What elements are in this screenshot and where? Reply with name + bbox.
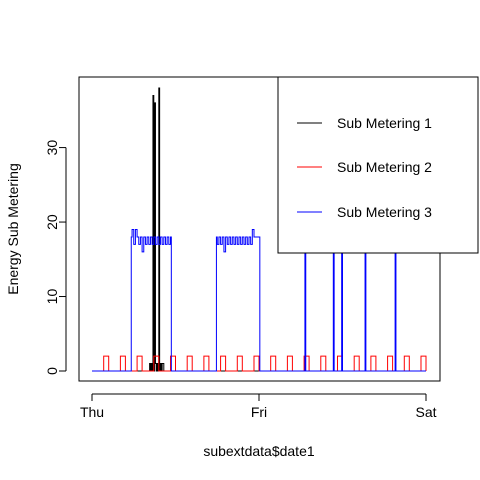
x-tick-label: Sat	[415, 404, 436, 420]
y-tick-label: 20	[44, 214, 60, 230]
x-tick-label: Thu	[80, 404, 104, 420]
legend: Sub Metering 1 Sub Metering 2 Sub Metering…	[277, 76, 479, 254]
y-tick-label: 30	[44, 140, 60, 156]
series-line-2	[92, 355, 427, 372]
y-tick-label: 10	[44, 289, 60, 305]
legend-label-1: Sub Metering 1	[337, 115, 432, 131]
y-axis-label: Energy Sub Metering	[5, 163, 21, 295]
legend-box	[277, 76, 479, 254]
legend-label-3: Sub Metering 3	[337, 204, 432, 220]
x-axis-label: subextdata$date1	[203, 443, 315, 459]
legend-label-2: Sub Metering 2	[337, 159, 432, 175]
x-tick-label: Fri	[251, 404, 267, 420]
x-axis: Thu Fri Sat	[80, 393, 437, 420]
y-axis: 0 10 20 30	[44, 140, 67, 375]
y-tick-label: 0	[44, 367, 60, 375]
